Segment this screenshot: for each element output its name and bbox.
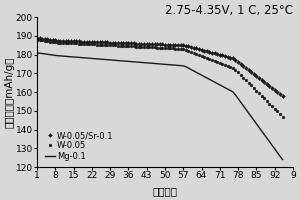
Y-axis label: 循环容量（mAh/g）: 循环容量（mAh/g） bbox=[4, 56, 14, 128]
Mg-0.1 bbox=[80, 56, 83, 59]
Mg-0.1 bbox=[46, 53, 49, 55]
W-0.05 bbox=[208, 57, 211, 60]
Line: Mg-0.1: Mg-0.1 bbox=[37, 53, 283, 160]
Mg-0.1 bbox=[35, 52, 39, 54]
W-0.05 bbox=[35, 38, 39, 41]
Mg-0.1 bbox=[202, 75, 206, 78]
W-0.05/Sr-0.1 bbox=[215, 53, 219, 55]
Mg-0.1 bbox=[208, 78, 211, 80]
W-0.05/Sr-0.1 bbox=[208, 51, 211, 53]
W-0.05/Sr-0.1 bbox=[202, 49, 206, 52]
Legend: W-0.05/Sr-0.1, W-0.05, Mg-0.1: W-0.05/Sr-0.1, W-0.05, Mg-0.1 bbox=[44, 130, 114, 161]
W-0.05 bbox=[46, 40, 49, 42]
Mg-0.1 bbox=[281, 158, 284, 161]
W-0.05/Sr-0.1 bbox=[281, 95, 284, 97]
W-0.05/Sr-0.1 bbox=[35, 37, 39, 39]
Text: 2.75-4.35V, 1 C, 25°C: 2.75-4.35V, 1 C, 25°C bbox=[165, 4, 293, 17]
W-0.05 bbox=[80, 43, 83, 45]
Mg-0.1 bbox=[218, 84, 222, 86]
X-axis label: 循环次数: 循环次数 bbox=[152, 186, 178, 196]
Mg-0.1 bbox=[215, 82, 219, 85]
W-0.05 bbox=[218, 61, 222, 64]
W-0.05/Sr-0.1 bbox=[218, 54, 222, 56]
W-0.05 bbox=[281, 115, 284, 118]
Line: W-0.05/Sr-0.1: W-0.05/Sr-0.1 bbox=[36, 36, 284, 97]
Line: W-0.05: W-0.05 bbox=[36, 38, 284, 118]
W-0.05/Sr-0.1 bbox=[46, 38, 49, 40]
W-0.05/Sr-0.1 bbox=[80, 40, 83, 43]
W-0.05 bbox=[202, 55, 206, 58]
W-0.05 bbox=[215, 60, 219, 63]
